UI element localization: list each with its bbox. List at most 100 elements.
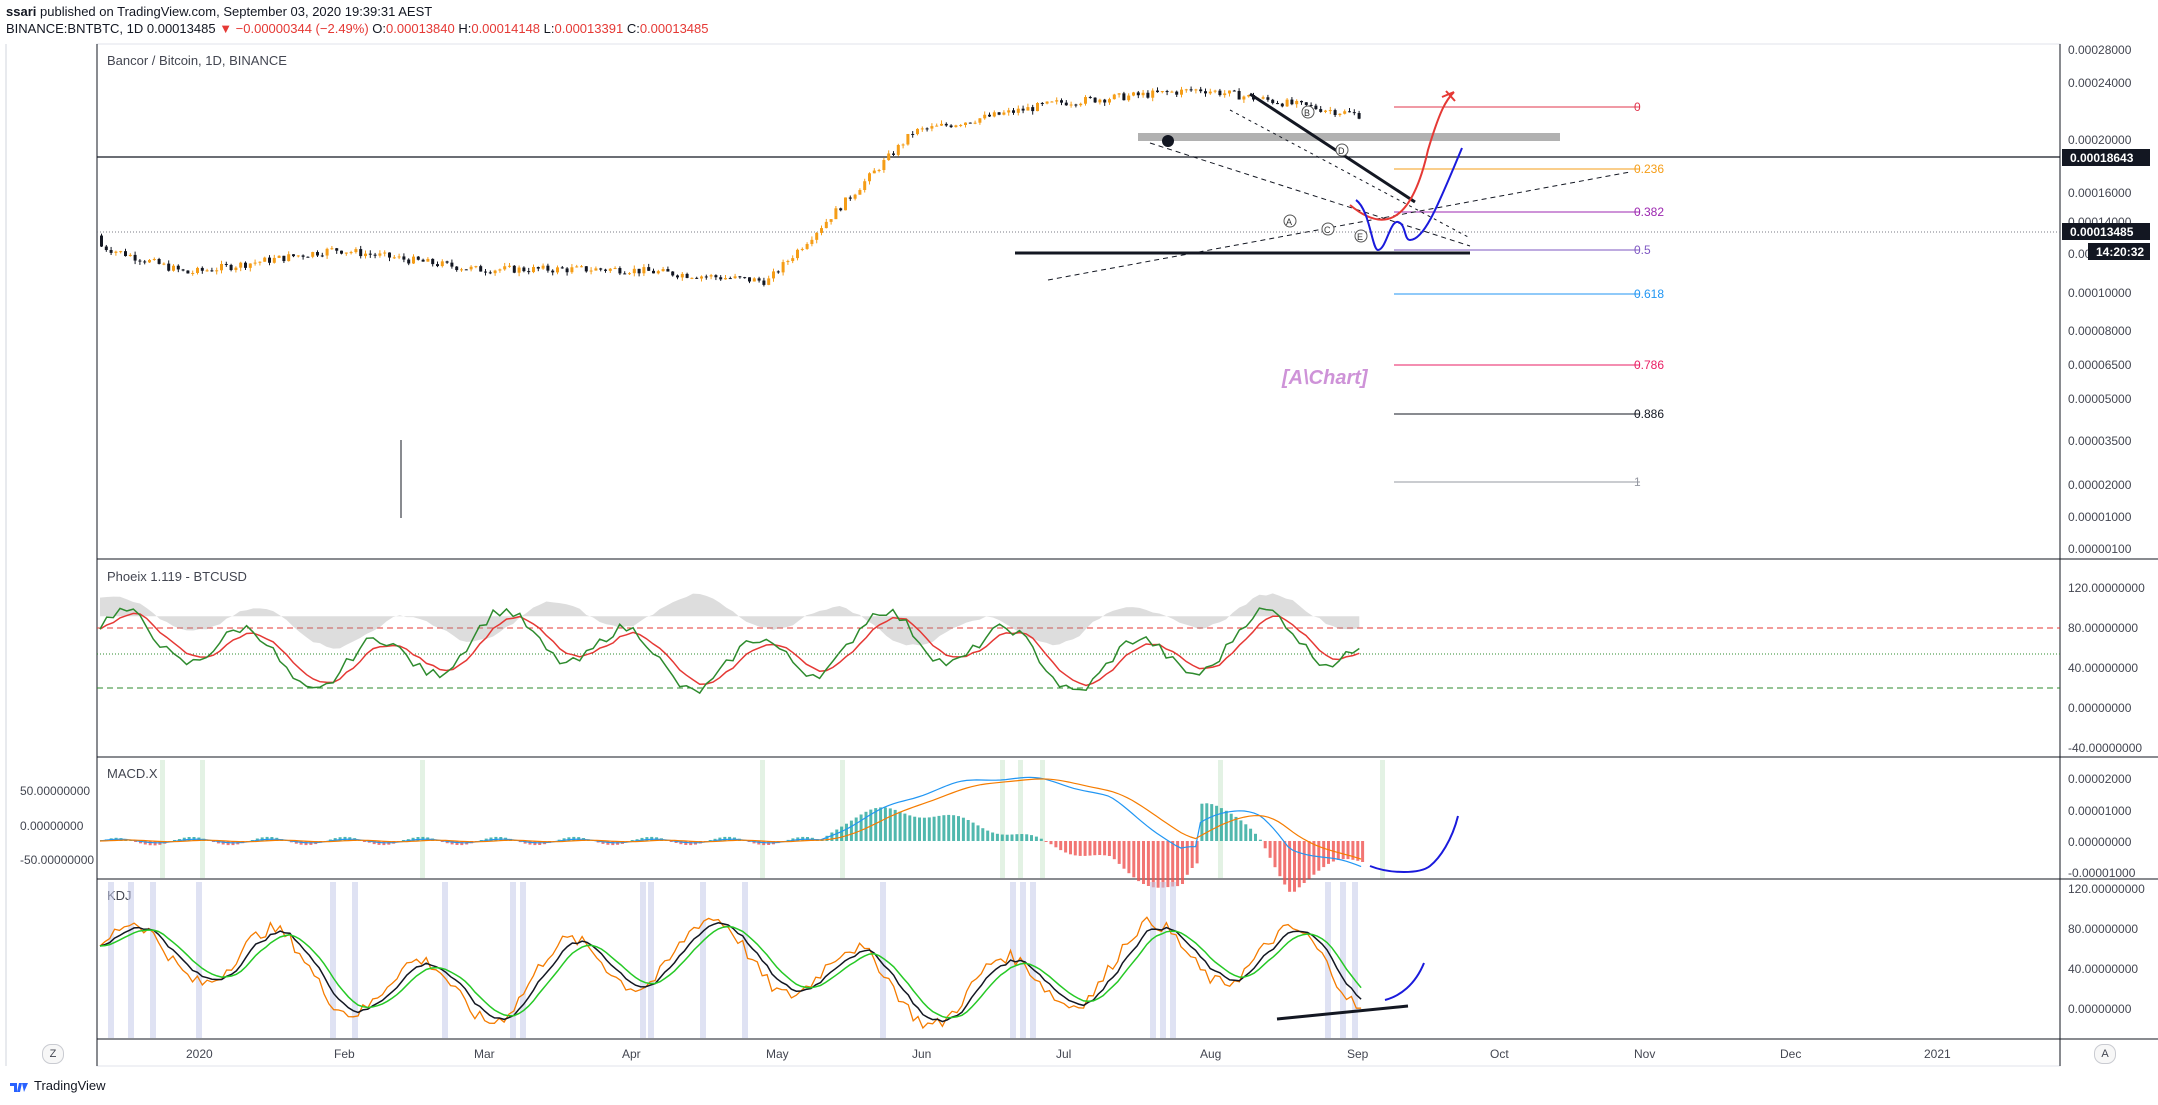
candle-body	[522, 267, 526, 272]
macd-histogram-bar	[562, 838, 566, 841]
candle-body	[1151, 90, 1155, 98]
kdj-divergence-line[interactable]	[1276, 1004, 1409, 1021]
macd-histogram-bar	[1336, 841, 1340, 860]
macd-histogram-bar	[1156, 841, 1160, 888]
chart-canvas[interactable]: Bancor / Bitcoin, 1D, BINANCE Phoeix 1.1…	[0, 0, 2158, 1080]
candle-body	[1088, 97, 1092, 99]
macd-histogram-bar	[713, 838, 717, 841]
candle-body	[1223, 93, 1227, 96]
candle-body	[1098, 99, 1102, 103]
candle-body	[637, 268, 641, 274]
macd-histogram-bar	[630, 840, 634, 841]
bull-projection-path[interactable]	[1349, 91, 1455, 221]
candle-body	[1285, 99, 1289, 107]
candle-body	[796, 249, 799, 259]
alt-projection-path[interactable]	[1355, 147, 1463, 252]
candle-body	[1247, 95, 1251, 97]
triangle-pattern[interactable]	[1047, 92, 1631, 281]
macd-histogram-bar	[601, 841, 605, 844]
upper-dashed-line	[1149, 142, 1471, 247]
symbol-info: BINANCE:BNTBTC, 1D 0.00013485 ▼ −0.00000…	[6, 21, 709, 36]
macd-left-tick: 50.00000000	[20, 784, 90, 798]
candle-body	[244, 262, 247, 268]
macd-highlight	[760, 760, 765, 878]
macd-histogram-bar	[523, 841, 527, 844]
macd-histogram-bar	[918, 817, 921, 841]
candle-body	[181, 269, 185, 271]
candle-body	[311, 252, 315, 257]
macd-histogram-bar	[1249, 828, 1253, 841]
kdj-projection-path[interactable]	[1384, 962, 1425, 1001]
macd-right-tick: 0.00002000	[2068, 772, 2132, 786]
candle-body	[594, 268, 598, 271]
price-axis[interactable]: 0.00028000 0.00024000 0.00020000 0.00016…	[2068, 43, 2132, 556]
candle-body	[1156, 90, 1159, 93]
descending-trendline[interactable]	[1249, 92, 1416, 204]
macd-projection-path[interactable]	[1369, 815, 1459, 873]
candle-body	[1343, 111, 1347, 114]
kdj-d-line	[99, 925, 1362, 1019]
macd-histogram-bar	[367, 841, 371, 843]
candle-body	[560, 267, 564, 269]
candle-body	[162, 263, 166, 265]
published-text: published on TradingView.com, September …	[40, 4, 433, 19]
candle-body	[892, 153, 895, 155]
candle-body	[954, 125, 958, 128]
macd-histogram-bar	[1098, 841, 1102, 855]
macd-histogram-bar	[864, 811, 868, 841]
candle-body	[599, 268, 603, 270]
candle-body	[292, 254, 295, 257]
candle-body	[911, 133, 915, 135]
last-value: 0.00013485	[146, 21, 216, 36]
macd-histogram-bar	[640, 837, 644, 841]
candle-body	[100, 235, 103, 247]
time-axis[interactable]: 2020 Feb Mar Apr May Jun Jul Aug Sep Oct…	[186, 1047, 1951, 1061]
candle-body	[1103, 99, 1107, 103]
candle-body	[215, 270, 219, 272]
candle-body	[584, 266, 588, 272]
macd-left-axis[interactable]: 50.00000000 0.00000000 -50.00000000	[20, 784, 94, 867]
candle-body	[464, 269, 468, 271]
candle-body	[781, 262, 785, 273]
candle-body	[772, 271, 775, 279]
candle-body	[1184, 89, 1188, 91]
candle-body	[1204, 91, 1207, 94]
candle-body	[172, 265, 175, 271]
macd-right-axis[interactable]: 0.00002000 0.00001000 0.00000000 -0.0000…	[2068, 772, 2136, 880]
candle-body	[872, 170, 876, 174]
time-label: Mar	[474, 1047, 495, 1061]
macd-histogram-bar	[947, 814, 951, 841]
publisher-name[interactable]: ssari	[6, 4, 37, 19]
macd-histogram-bar	[879, 807, 883, 841]
macd-histogram-bar	[859, 814, 863, 841]
supply-zone[interactable]	[1138, 133, 1560, 141]
candle-body	[767, 278, 771, 285]
candle-body	[196, 267, 199, 273]
auto-scale-button[interactable]: A	[2094, 1044, 2116, 1064]
candle-body	[1338, 113, 1342, 116]
close-label: C:	[626, 21, 640, 36]
candle-body	[176, 265, 180, 270]
candle-body	[791, 258, 795, 262]
candle-body	[1016, 108, 1020, 113]
timezone-button[interactable]: Z	[42, 1044, 64, 1064]
time-label: Dec	[1780, 1047, 1801, 1061]
macd-histogram-bar	[1302, 841, 1306, 883]
candle-body	[229, 264, 233, 271]
candle-body	[704, 276, 708, 278]
macd-highlight	[420, 760, 425, 878]
kdj-axis[interactable]: 120.00000000 80.00000000 40.00000000 0.0…	[2068, 882, 2145, 1016]
macd-histogram-bar	[1195, 841, 1199, 864]
candle-body	[536, 267, 540, 269]
footer-brand[interactable]: TradingView	[34, 1078, 106, 1093]
tradingview-logo-icon	[10, 1082, 28, 1092]
kdj-highlight	[330, 882, 336, 1038]
candle-body	[258, 261, 262, 263]
price-tick: 0.00000100	[2068, 542, 2132, 556]
phoeix-axis[interactable]: 120.00000000 80.00000000 40.00000000 0.0…	[2068, 581, 2145, 755]
fib-retracement[interactable]: 0 0.236 0.382 0.5 0.618 0.786 0.886 1	[1394, 100, 1664, 489]
candle-body	[992, 112, 996, 117]
macd-highlight	[160, 760, 165, 878]
candle-body	[1031, 107, 1035, 112]
kdj-highlight	[1352, 882, 1358, 1038]
